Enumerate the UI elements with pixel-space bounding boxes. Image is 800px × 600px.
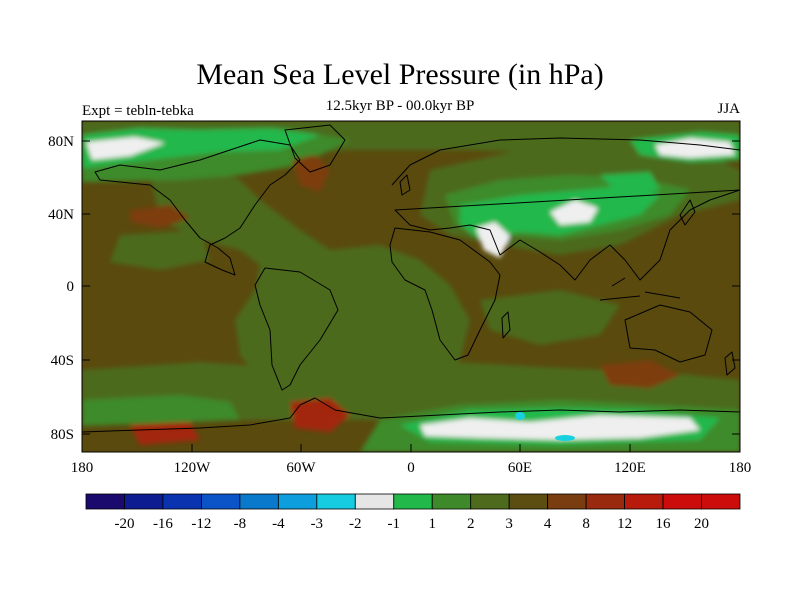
lon-label-120e: 120E bbox=[614, 460, 646, 476]
colorbar bbox=[85, 493, 741, 510]
colorbar-labels: -20 -16 -12 -8 -4 -3 -2 -1 1 2 3 4 8 12 16 20 bbox=[114, 516, 709, 532]
olive-region-indian-ocean bbox=[480, 290, 620, 345]
colorbar-label: 3 bbox=[505, 516, 513, 532]
experiment-label: Expt = tebln-tebka bbox=[82, 103, 194, 119]
olive-region-pacific bbox=[110, 230, 210, 270]
colorbar-box bbox=[162, 493, 202, 510]
colorbar-box bbox=[624, 493, 664, 510]
coastline-australia bbox=[624, 304, 713, 363]
coastline-madagascar bbox=[501, 311, 511, 339]
colorbar-label: -2 bbox=[349, 516, 362, 532]
white-region-antarctic bbox=[420, 415, 700, 440]
colorbar-box bbox=[85, 493, 125, 510]
brown-region-indian-ocean bbox=[600, 360, 680, 388]
white-region-central-asia bbox=[550, 200, 598, 225]
lat-label-0: 0 bbox=[67, 279, 75, 295]
pressure-field bbox=[82, 121, 740, 452]
colorbar-label: 4 bbox=[544, 516, 552, 532]
colorbar-label: -20 bbox=[114, 516, 134, 532]
chart-title: Mean Sea Level Pressure (in hPa) bbox=[196, 58, 604, 91]
colorbar-box bbox=[547, 493, 587, 510]
lon-label-120w: 120W bbox=[174, 460, 212, 476]
coastline-greenland bbox=[284, 124, 346, 173]
colorbar-box bbox=[354, 493, 395, 510]
cyan-speck-2 bbox=[555, 435, 575, 441]
colorbar-box bbox=[585, 493, 625, 510]
colorbar-label: -16 bbox=[153, 516, 173, 532]
lat-label-40n: 40N bbox=[48, 207, 74, 223]
coastline-japan bbox=[679, 199, 696, 226]
coastline-new-zealand bbox=[724, 351, 736, 376]
colorbar-label: -8 bbox=[234, 516, 247, 532]
bright-region-north bbox=[82, 128, 320, 168]
colorbar-box bbox=[701, 493, 741, 510]
axis-ticks bbox=[81, 140, 741, 452]
colorbar-box bbox=[393, 493, 433, 510]
colorbar-box bbox=[201, 493, 241, 510]
colorbar-box bbox=[124, 493, 164, 510]
bright-region-east-asia bbox=[600, 172, 660, 195]
red-region-ross bbox=[130, 422, 200, 445]
brown-region-pacific bbox=[130, 205, 190, 228]
lon-label-60w: 60W bbox=[286, 460, 316, 476]
colorbar-label: 12 bbox=[617, 516, 632, 532]
cyan-speck-1 bbox=[515, 412, 525, 420]
coastline-south-america bbox=[254, 267, 339, 391]
colorbar-box bbox=[239, 493, 279, 510]
lon-label-60e: 60E bbox=[508, 460, 532, 476]
coastline-antarctica bbox=[82, 397, 740, 433]
white-region-north bbox=[86, 137, 165, 160]
period-label: 12.5kyr BP - 00.0kyr BP bbox=[325, 98, 475, 114]
colorbar-label: 1 bbox=[428, 516, 436, 532]
white-region-arabia bbox=[476, 222, 510, 258]
colorbar-box bbox=[431, 493, 472, 510]
coastline-indonesia bbox=[599, 277, 681, 301]
colorbar-label: -4 bbox=[272, 516, 285, 532]
colorbar-label: 8 bbox=[582, 516, 590, 532]
lon-label-180-east: 180 bbox=[729, 460, 752, 476]
colorbar-box bbox=[508, 493, 549, 510]
lon-label-180-west: 180 bbox=[71, 460, 94, 476]
colorbar-box bbox=[470, 493, 510, 510]
colorbar-label: 2 bbox=[467, 516, 475, 532]
coastline-africa bbox=[389, 227, 501, 361]
lat-label-40s: 40S bbox=[51, 353, 74, 369]
season-label: JJA bbox=[717, 101, 740, 117]
coastline-uk bbox=[399, 174, 411, 196]
colorbar-label: 20 bbox=[694, 516, 709, 532]
red-region-weddell bbox=[290, 398, 350, 432]
lat-label-80s: 80S bbox=[51, 427, 74, 443]
colorbar-box bbox=[316, 493, 356, 510]
lat-label-80n: 80N bbox=[48, 134, 74, 150]
colorbar-label: -12 bbox=[191, 516, 211, 532]
lon-label-0: 0 bbox=[407, 460, 415, 476]
coastline-north-america bbox=[94, 139, 301, 276]
colorbar-label: -3 bbox=[311, 516, 324, 532]
colorbar-label: 16 bbox=[656, 516, 672, 532]
colorbar-box bbox=[662, 493, 702, 510]
coastlines bbox=[82, 124, 740, 433]
coastline-eurasia bbox=[391, 137, 740, 281]
green-region-west-antarctic bbox=[82, 395, 240, 426]
colorbar-label: -1 bbox=[388, 516, 401, 532]
colorbar-box bbox=[277, 493, 318, 510]
